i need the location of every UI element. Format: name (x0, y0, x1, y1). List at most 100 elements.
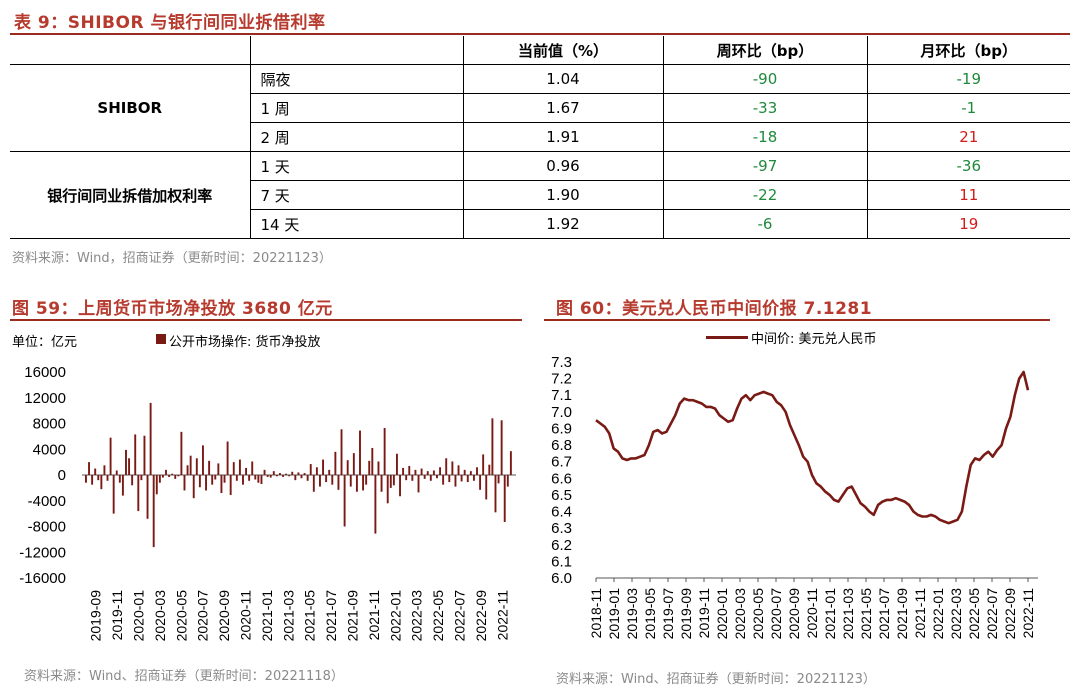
bar (278, 473, 281, 475)
bar (245, 467, 248, 475)
y-tick-label: 16000 (24, 364, 66, 381)
bar (497, 475, 500, 484)
y-tick-label: 6.4 (551, 504, 572, 521)
term-cell: 7 天 (249, 180, 464, 210)
bar (328, 469, 331, 475)
header-wow: 周环比（bp） (662, 36, 868, 65)
bar (158, 475, 161, 483)
table-title: 表 9：SHIBOR 与银行间同业拆借利率 (14, 13, 326, 33)
bar (100, 475, 103, 490)
y-tick-label: -4000 (28, 493, 66, 510)
term-cell: 1 周 (249, 93, 464, 123)
x-tick-label: 2020-09 (786, 588, 802, 640)
x-tick-label: 2018-11 (588, 588, 604, 639)
header-blank (249, 36, 464, 65)
bar (383, 428, 386, 475)
wow-cell: -97 (662, 151, 868, 181)
bar (485, 475, 488, 500)
bar (395, 453, 398, 475)
bar (479, 475, 482, 490)
y-tick-label: 6.8 (551, 437, 572, 454)
bar (500, 420, 503, 475)
x-tick-label: 2021-01 (822, 588, 838, 640)
x-tick-label: 2022-07 (452, 590, 468, 642)
x-tick-label: 2022-01 (387, 590, 403, 642)
x-tick-label: 2021-01 (259, 590, 275, 642)
y-tick-label: 7.3 (551, 354, 572, 371)
mom-cell: -19 (866, 64, 1070, 94)
y-tick-label: 7.0 (551, 404, 572, 421)
bar (340, 429, 343, 475)
fig59-title: 图 59：上周货币市场净投放 3680 亿元 (12, 299, 333, 319)
bar (208, 460, 211, 475)
fig59-legend-label: 公开市场操作: 货币净投放 (169, 335, 321, 350)
fig59-chart: 16000 12000 8000 4000 0 -4000 -8000 -12000 -1600… (19, 364, 516, 642)
fig60-title: 图 60：美元兑人民币中间价报 7.1281 (556, 299, 873, 319)
x-tick-label: 2021-07 (876, 588, 892, 640)
header-corner (10, 36, 251, 65)
x-tick-label: 2020-07 (195, 590, 211, 642)
x-tick-label: 2020-05 (750, 588, 766, 640)
bar (205, 475, 207, 491)
x-tick-label: 2021-09 (894, 588, 910, 640)
bar (223, 475, 226, 483)
x-tick-label: 2019-03 (624, 588, 640, 640)
bar (155, 475, 158, 495)
bar (285, 473, 288, 475)
x-tick-label: 2022-11 (1020, 588, 1036, 639)
wow-cell: -18 (662, 122, 868, 152)
bar (118, 475, 121, 483)
header-current: 当前值（%） (462, 36, 664, 65)
bar (152, 475, 155, 548)
bar (368, 460, 371, 475)
fig60-legend-label: 中间价: 美元兑人民币 (751, 332, 877, 347)
x-tick-label: 2021-11 (912, 588, 928, 639)
fig60-legend-line (706, 336, 748, 339)
x-tick-label: 2022-07 (984, 588, 1000, 640)
bar (325, 475, 328, 483)
bar (288, 475, 291, 477)
x-tick-label: 2021-03 (280, 590, 296, 642)
term-cell: 隔夜 (249, 64, 464, 94)
bar (374, 475, 377, 534)
bar (272, 471, 275, 475)
x-tick-label: 2022-05 (966, 588, 982, 640)
y-tick-label: 6.5 (551, 487, 572, 504)
y-tick-label: 6.7 (551, 454, 572, 471)
bar (389, 475, 392, 488)
bar (177, 475, 180, 477)
bar (472, 475, 475, 481)
bar (97, 475, 100, 481)
y-tick-label: 4000 (33, 441, 66, 458)
x-tick-label: 2020-03 (732, 588, 748, 640)
x-tick-label: 2021-05 (858, 588, 874, 640)
bar (146, 475, 149, 519)
bar (297, 472, 300, 475)
bar (423, 475, 426, 479)
shibor-table: 当前值（%） 周环比（bp） 月环比（bp） SHIBOR 隔夜 1.04 -9… (10, 36, 1070, 239)
bar (121, 475, 124, 496)
x-tick-label: 2021-11 (366, 590, 382, 641)
y-tick-label: 6.6 (551, 470, 572, 487)
bar (115, 470, 118, 475)
bar (263, 469, 266, 475)
x-tick-label: 2022-09 (473, 590, 489, 642)
bar (322, 459, 324, 475)
x-tick-label: 2022-03 (948, 588, 964, 640)
bar (454, 475, 457, 487)
fig60-chart: 7.37.27.17.06.96.86.76.66.56.46.36.26.16… (551, 354, 1038, 640)
bar (198, 475, 201, 488)
y-tick-label: 6.2 (551, 537, 572, 554)
group-label: SHIBOR (10, 64, 251, 152)
bar (125, 449, 127, 475)
bar (506, 475, 509, 487)
bar (226, 441, 229, 475)
bar (109, 437, 112, 475)
bar (377, 461, 380, 475)
bar (229, 475, 232, 495)
y-tick-label: 7.1 (551, 387, 572, 404)
bar (143, 435, 146, 475)
y-tick-label: -8000 (28, 519, 66, 536)
bar (463, 469, 466, 475)
current-cell: 1.90 (462, 180, 664, 210)
